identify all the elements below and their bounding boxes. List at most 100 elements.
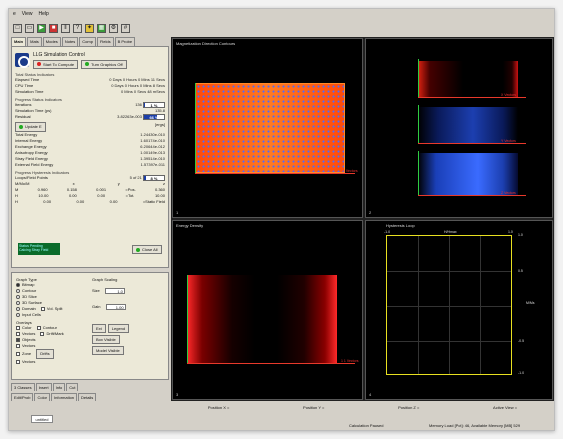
menu-item-help[interactable]: Help — [38, 11, 49, 17]
energy-list: Total Energy 1.24430e-010 Internal Energy… — [15, 132, 165, 168]
update-energy-button[interactable]: Update E — [15, 122, 46, 133]
table-row: M 0.960 0.158 0.001 =Pos. 0.360 — [15, 187, 165, 193]
status-pending-box: Status Pending Calcing Stray Field — [18, 243, 60, 255]
stop-light-icon — [37, 62, 41, 66]
y-tick-label: -1.0 — [518, 371, 525, 375]
new-file-icon[interactable]: □ — [13, 23, 22, 33]
position-x: Position X = — [207, 404, 230, 410]
calc-status: Calculation Paused — [349, 423, 384, 428]
radio-domain[interactable]: Domain Vol. Split — [16, 306, 64, 312]
radio-3d-surface[interactable]: 3D Surface — [16, 300, 64, 306]
magnetization-table: M/Mo/M x y z M 0.960 0.158 0.001 =Pos. 0.360 H 10… — [15, 181, 165, 205]
viewport-title: Magnetization Direction Contours — [176, 41, 236, 46]
radio-input-cells[interactable]: Input Cells — [16, 312, 64, 318]
tab-fields[interactable]: Fields — [96, 37, 114, 46]
sim-header: LLG Simulation Control Start To Compute … — [15, 50, 165, 70]
axis-label: X Vectors — [501, 93, 516, 97]
sim-title: LLG Simulation Control — [33, 51, 85, 58]
radio-contour[interactable]: Contour — [16, 288, 64, 294]
menu-item-file[interactable]: e — [13, 11, 16, 17]
check-vectors-2[interactable]: Vectors — [16, 343, 64, 349]
position-status-bar: Position X = Position Y = Position Z = A… — [171, 403, 554, 411]
active-view: Active View = — [493, 404, 518, 410]
simtime-ps-row: Simulation Time (ps) 135.8 — [15, 108, 165, 114]
size-input[interactable]: 1.0 — [104, 288, 125, 294]
open-file-icon[interactable]: ▭ — [25, 23, 34, 33]
tab-modes[interactable]: Modes — [42, 37, 61, 46]
help-icon[interactable]: ? — [73, 23, 82, 33]
list-item: Exchange Energy 6.20644e-012 — [15, 144, 165, 150]
table-header: M/Mo/M x y z — [15, 181, 165, 187]
close-all-button[interactable]: Close All — [132, 245, 162, 254]
run-icon[interactable]: ▶ — [37, 23, 46, 33]
tab-color[interactable]: Color — [34, 393, 51, 401]
toggle-graphics-button[interactable]: Turn Graphics Off — [81, 59, 127, 69]
viewport-energy-density[interactable]: Energy Density 1 1 Vectors 3 — [172, 220, 363, 400]
tab-insert[interactable]: Insert — [35, 383, 52, 391]
settings-icon[interactable]: ⚙ — [109, 23, 118, 33]
x-tick-label: 1.0 — [508, 230, 513, 234]
viewport-number: 4 — [369, 392, 372, 397]
grid-icon[interactable]: # — [121, 23, 130, 33]
drifts-button[interactable]: Drifts — [36, 349, 54, 359]
hysteresis-section-title: Progress Hysteresis Indicators — [15, 170, 70, 176]
model-visible-button[interactable]: Model Visible — [92, 346, 124, 355]
viewport-number: 3 — [176, 392, 179, 397]
viewport-title: Energy Density — [176, 223, 204, 228]
graph-icon[interactable]: ▦ — [97, 23, 106, 33]
radio-3d-slice[interactable]: 3D Slice — [16, 294, 64, 300]
gain-input[interactable]: 1.00 — [105, 304, 126, 310]
toolbar: □ ▭ ▶ ■ ‖ ? ✦ ▦ ⚙ # — [9, 21, 554, 35]
check-objects[interactable]: Objects — [16, 337, 64, 343]
tab-b-probe[interactable]: B Probe — [114, 37, 136, 46]
tab-notes[interactable]: Notes — [61, 37, 79, 46]
tab-info[interactable]: Info — [52, 383, 66, 391]
check-vectors-3[interactable]: Vectors — [16, 359, 64, 365]
menu-bar: e View Help — [9, 9, 554, 21]
viewport-hysteresis[interactable]: Hysteresis Loop -1.0 H/Hmax 1.0 1.0 0.5 … — [365, 220, 553, 400]
menu-item-view[interactable]: View — [21, 11, 33, 17]
viewport-magnetization[interactable]: Magnetization Direction Contours 1 Vecto… — [172, 38, 363, 218]
list-item: External Field Energy 1.57397e-011 — [15, 162, 165, 168]
iterations-progress: 1 % — [143, 102, 165, 108]
tab-main[interactable]: Main — [11, 37, 27, 46]
pause-icon[interactable]: ‖ — [61, 23, 70, 33]
viewport-components[interactable]: X Vectors Y Vectors Z Vectors 2 — [365, 38, 553, 218]
y-component-map — [418, 107, 518, 143]
energy-unit: [ergs] — [154, 122, 165, 128]
list-item: Internal Energy 1.60174e-010 — [15, 138, 165, 144]
graph-settings-panel: Graph Type Bitmap Contour 3D Slice 3D Su… — [11, 272, 169, 380]
graph-scaling-title: Graph Scaling — [92, 277, 118, 282]
tab-comp[interactable]: Comp — [79, 37, 96, 46]
tab-details[interactable]: Details — [78, 393, 97, 401]
simtime-row: Simulation Time 0 Mins 0 Secs 48 mSecs — [15, 89, 165, 94]
list-item: Anisotropy Energy 1.00149e-013 — [15, 150, 165, 156]
check-icon — [136, 247, 140, 252]
tab-classes[interactable]: 3 Classes — [11, 383, 35, 391]
loops-progress: 8 % — [143, 175, 165, 182]
start-compute-button[interactable]: Start To Compute — [33, 59, 79, 69]
check-zone[interactable]: Zone Drifts — [16, 349, 64, 359]
y-tick-label: 0.5 — [518, 269, 523, 273]
radio-bitmap[interactable]: Bitmap — [16, 282, 64, 288]
graph-type-group: Graph Type Bitmap Contour 3D Slice 3D Su… — [16, 277, 64, 365]
tab-edit-prob[interactable]: Edit/Prob — [11, 393, 34, 401]
z-component-map — [418, 153, 518, 195]
viewport-number: 1 — [176, 210, 179, 215]
tab-information[interactable]: Information — [51, 393, 78, 401]
tab-mats[interactable]: Mats — [27, 37, 42, 46]
check-vectors[interactable]: Vectors Drift/Mark — [16, 331, 64, 337]
tab-cut[interactable]: Cut — [66, 383, 79, 391]
ext-button[interactable]: Ext — [92, 324, 106, 333]
simulation-control-panel: LLG Simulation Control Start To Compute … — [11, 46, 169, 268]
y-tick-label: -0.5 — [518, 339, 525, 343]
probe-icon[interactable]: ✦ — [85, 23, 94, 33]
check-color[interactable]: Color Contour — [16, 325, 64, 331]
bottom-tabs: 3 Classes Insert Info Cut — [11, 383, 79, 391]
stop-icon[interactable]: ■ — [49, 23, 58, 33]
box-visible-button[interactable]: Box Visible — [92, 335, 120, 344]
x-axis — [195, 173, 355, 174]
document-tab[interactable]: untitled — [31, 415, 53, 423]
legend-button[interactable]: Legend — [107, 324, 130, 333]
axis-label: 1 1 Vectors — [341, 359, 359, 363]
